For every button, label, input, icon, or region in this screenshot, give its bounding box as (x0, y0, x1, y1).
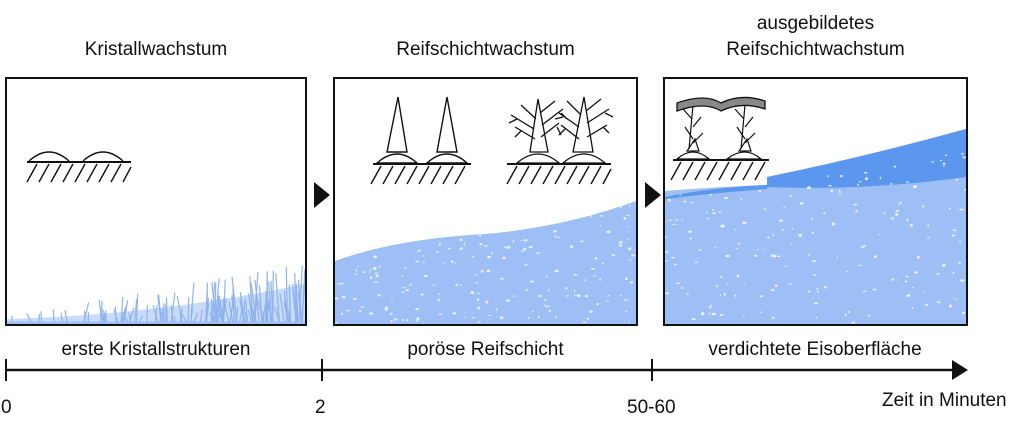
panel-frost-layer-growth (333, 77, 638, 326)
transition-arrow-1 (314, 182, 330, 208)
stage2-title: Reifschichtwachstum (396, 39, 575, 60)
tick-label-50-60: 50-60 (627, 397, 676, 418)
stage1-title: Kristallwachstum (84, 39, 228, 60)
frost-layer-illustration (335, 96, 636, 324)
timeline-axis-label: Zeit in Minuten (882, 390, 1007, 411)
stage1-label: erste Kristallstrukturen (61, 339, 251, 360)
stage2-label: poröse Reifschicht (407, 339, 564, 360)
panel-crystal-growth (5, 77, 307, 326)
transition-arrow-2 (645, 182, 661, 208)
dense-ice-illustration (665, 96, 966, 324)
stage3-title-line2: Reifschichtwachstum (726, 39, 905, 60)
crystal-growth-illustration (7, 151, 305, 324)
tick-label-0: 0 (1, 397, 12, 418)
tick-label-2: 2 (315, 397, 326, 418)
timeline-arrowhead (952, 360, 968, 380)
stage3-title-line1: ausgebildetes (756, 13, 875, 34)
stage3-label: verdichtete Eisoberfläche (708, 339, 922, 360)
panel-formed-frost-layer (663, 77, 968, 326)
